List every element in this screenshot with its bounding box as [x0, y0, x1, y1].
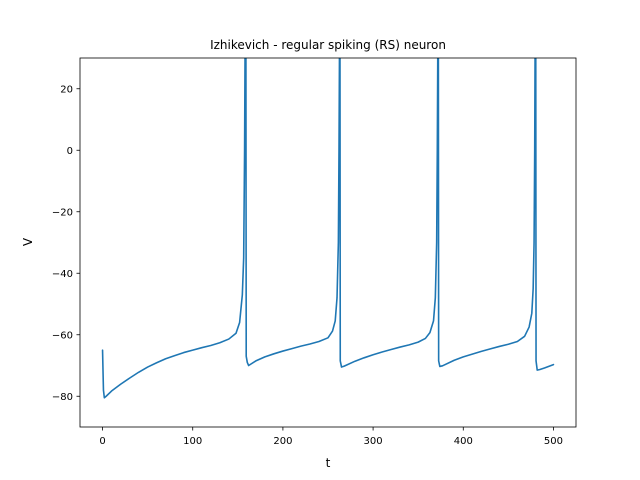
- y-tick-label: −40: [52, 269, 73, 280]
- x-tick-label: 300: [364, 436, 383, 447]
- y-tick-label: 0: [67, 146, 73, 157]
- chart-title: Izhikevich - regular spiking (RS) neuron: [210, 38, 446, 52]
- x-tick-label: 0: [99, 436, 105, 447]
- x-axis-label: t: [326, 456, 331, 470]
- y-axis-label: V: [21, 237, 35, 246]
- y-tick-label: −80: [52, 392, 73, 403]
- x-tick-label: 200: [273, 436, 292, 447]
- x-tick-label: 400: [454, 436, 473, 447]
- x-axis: 0 100 200 300 400 500: [99, 427, 563, 447]
- series-line-0: [101, 58, 555, 399]
- y-tick-label: 20: [60, 84, 73, 95]
- series-layer: [101, 58, 555, 399]
- x-tick-label: 500: [544, 436, 563, 447]
- y-tick-label: −20: [52, 207, 73, 218]
- plot-area: [80, 58, 576, 427]
- x-tick-label: 100: [183, 436, 202, 447]
- y-tick-label: −60: [52, 330, 73, 341]
- plot-frame: [79, 57, 577, 428]
- y-axis: −80 −60 −40 −20 0 20: [52, 84, 80, 403]
